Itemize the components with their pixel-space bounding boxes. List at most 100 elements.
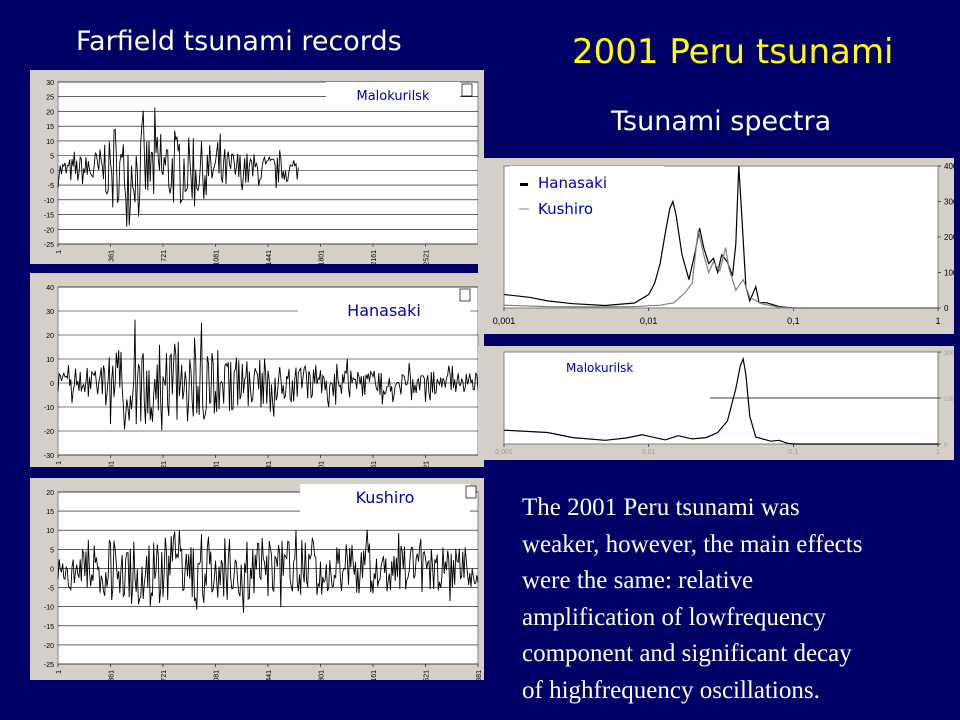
- y-tick-label: 30: [46, 80, 54, 87]
- station-label-box: [300, 484, 470, 512]
- x-tick-label: 1441: [266, 670, 273, 680]
- y-tick-label: -20: [44, 429, 54, 436]
- y-tick-label: 4000: [944, 162, 954, 171]
- x-tick-label: 1081: [214, 670, 221, 680]
- y-tick-label: 25: [46, 95, 54, 102]
- legend-box: [510, 166, 664, 230]
- x-tick-label: 0,01: [640, 316, 658, 326]
- left-heading: Farfield tsunami records: [76, 26, 402, 57]
- y-tick-label: -20: [44, 643, 54, 650]
- x-tick-label: 2161: [371, 250, 378, 264]
- series-line: [57, 529, 479, 613]
- y-tick-label: -5: [48, 586, 54, 593]
- station-label: Hanasaki: [347, 301, 421, 320]
- slide-title: 2001 Peru tsunami: [572, 32, 894, 72]
- series-line: [57, 319, 479, 431]
- spectra-heading: Tsunami spectra: [611, 106, 832, 137]
- spectrum-line-kushiro: [503, 229, 938, 309]
- y-tick-label: -30: [44, 453, 54, 460]
- y-tick-label: 20: [46, 333, 54, 340]
- y-tick-label: 20: [46, 490, 54, 497]
- x-tick-label: 2521: [424, 461, 431, 467]
- y-tick-label: 10: [46, 528, 54, 535]
- y-tick-label: 15: [46, 124, 54, 131]
- y-tick-label: 15: [46, 509, 54, 516]
- kushiro-record-chart: 20 15 10 5 0 -5 -10 -15 -20 -25 1 361 721 1081 1441 180…: [30, 478, 484, 680]
- y-tick-label: 10: [46, 357, 54, 364]
- conclusion-text: The 2001 Peru tsunami was weaker, howeve…: [522, 494, 863, 704]
- x-tick-label: 2161: [371, 461, 378, 467]
- y-tick-label: -5: [48, 183, 54, 190]
- x-tick-label: 361: [109, 250, 116, 262]
- x-tick-label: 0,1: [787, 316, 800, 326]
- x-tick-label: 721: [161, 250, 168, 262]
- y-tick-label: 20: [46, 109, 54, 116]
- y-tick-label: 0: [944, 443, 948, 449]
- x-tick-label: 361: [109, 670, 116, 680]
- station-label-box: [326, 82, 460, 108]
- y-tick-label: 30: [46, 309, 54, 316]
- y-tick-label: -15: [44, 213, 54, 220]
- station-label: Malokurilsk: [566, 361, 633, 375]
- malokurilsk-record-chart: 30 25 20 15 10 5 0 -5 -10 -15 -20 -25 1 361 721 1081 144…: [30, 70, 484, 264]
- x-tick-label: 2881: [476, 670, 483, 680]
- hanasaki-record-chart: 40 30 20 10 0 -10 -20 -301 361 721 1081 1441 1801 216…: [30, 273, 484, 467]
- x-tick-label: 2521: [424, 670, 431, 680]
- x-tick-label: 0,001: [493, 316, 516, 326]
- legend-swatch-box: [459, 288, 471, 302]
- y-tick-label: 0: [50, 566, 54, 573]
- y-tick-label: -20: [44, 227, 54, 234]
- y-tick-label: -10: [44, 198, 54, 205]
- x-tick-label: 721: [161, 670, 168, 680]
- x-tick-label: 1801: [319, 461, 326, 467]
- y-tick-label: 0: [50, 168, 54, 175]
- y-tick-label: 40: [46, 285, 54, 292]
- x-tick-label: 1: [56, 250, 63, 254]
- x-tick-label: 1441: [266, 250, 273, 264]
- y-tick-label: 2000: [944, 351, 954, 357]
- y-tick-label: -15: [44, 624, 54, 631]
- x-tick-label: 0,1: [788, 449, 798, 456]
- x-tick-label: 1: [935, 316, 940, 326]
- station-label: Kushiro: [356, 488, 415, 507]
- y-tick-label: 0: [50, 381, 54, 388]
- x-tick-label: 1441: [266, 461, 273, 467]
- y-tick-label: 0: [944, 304, 949, 313]
- x-tick-label: 1081: [214, 461, 221, 467]
- station-label: Malokurilsk: [357, 89, 430, 104]
- station-label-box: [298, 299, 470, 323]
- y-tick-label: 5: [50, 547, 54, 554]
- x-tick-label: 1: [56, 461, 63, 465]
- x-tick-label: 1: [56, 670, 63, 674]
- x-tick-label: 2521: [424, 250, 431, 264]
- x-tick-label: 0,01: [642, 449, 656, 456]
- x-tick-label: 721: [161, 461, 168, 467]
- y-tick-label: -25: [44, 242, 54, 249]
- legend-label-kushiro: Kushiro: [538, 200, 593, 218]
- spectrum-line-hanasaki: [503, 165, 938, 309]
- legend-swatch-box: [461, 83, 473, 97]
- spectrum-line-malokurilsk: [503, 356, 938, 445]
- x-tick-label: 1801: [319, 670, 326, 680]
- legend-label-hanasaki: Hanasaki: [538, 174, 607, 192]
- x-tick-label: 1: [936, 449, 940, 456]
- y-tick-label: -25: [44, 662, 54, 669]
- legend-swatch-box: [465, 485, 477, 499]
- series-line: [57, 107, 299, 227]
- x-tick-label: 0,001: [495, 449, 513, 456]
- x-tick-label: 1801: [319, 250, 326, 264]
- y-tick-label: 5: [50, 154, 54, 161]
- y-tick-label: -10: [44, 605, 54, 612]
- legend-swatch-hanasaki: [520, 183, 528, 186]
- y-tick-label: 2000: [944, 233, 954, 242]
- x-tick-label: 361: [109, 461, 116, 467]
- x-tick-label: 2161: [371, 670, 378, 680]
- y-tick-label: 3000: [944, 198, 954, 207]
- y-tick-label: 10: [46, 139, 54, 146]
- y-tick-label: -10: [44, 405, 54, 412]
- x-tick-label: 1081: [214, 250, 221, 264]
